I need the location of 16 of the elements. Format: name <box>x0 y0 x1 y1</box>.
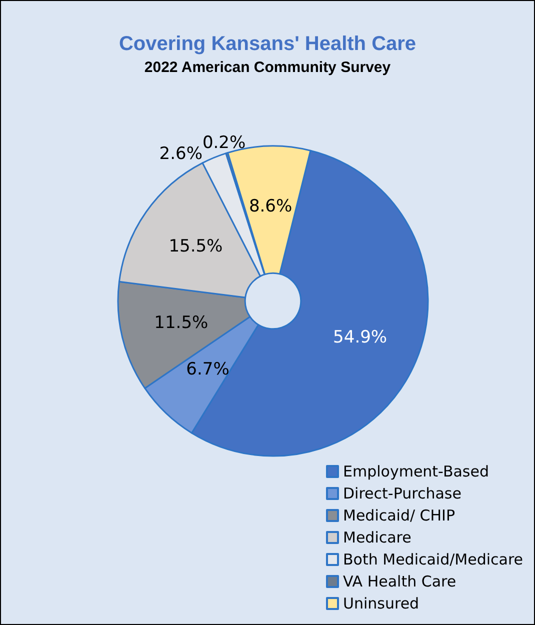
data-label: 8.6% <box>248 196 292 217</box>
chart-subtitle: 2022 American Community Survey <box>144 59 392 76</box>
chart-title: Covering Kansans' Health Care <box>118 33 416 55</box>
data-label: 2.6% <box>159 144 203 164</box>
legend-label: Medicaid/ CHIP <box>343 506 456 524</box>
data-label: 54.9% <box>333 328 388 348</box>
legend-label: Both Medicaid/Medicare <box>343 550 524 568</box>
data-label: 6.7% <box>186 359 230 380</box>
data-label: 0.2% <box>202 133 246 154</box>
data-label: 11.5% <box>154 313 208 334</box>
legend-label: Direct-Purchase <box>343 484 462 502</box>
legend-label: Uninsured <box>343 594 420 612</box>
legend-label: Employment-Based <box>343 462 489 480</box>
legend-label: Medicare <box>343 528 412 546</box>
data-label: 15.5% <box>168 236 223 257</box>
legend-label: VA Health Care <box>343 572 456 590</box>
